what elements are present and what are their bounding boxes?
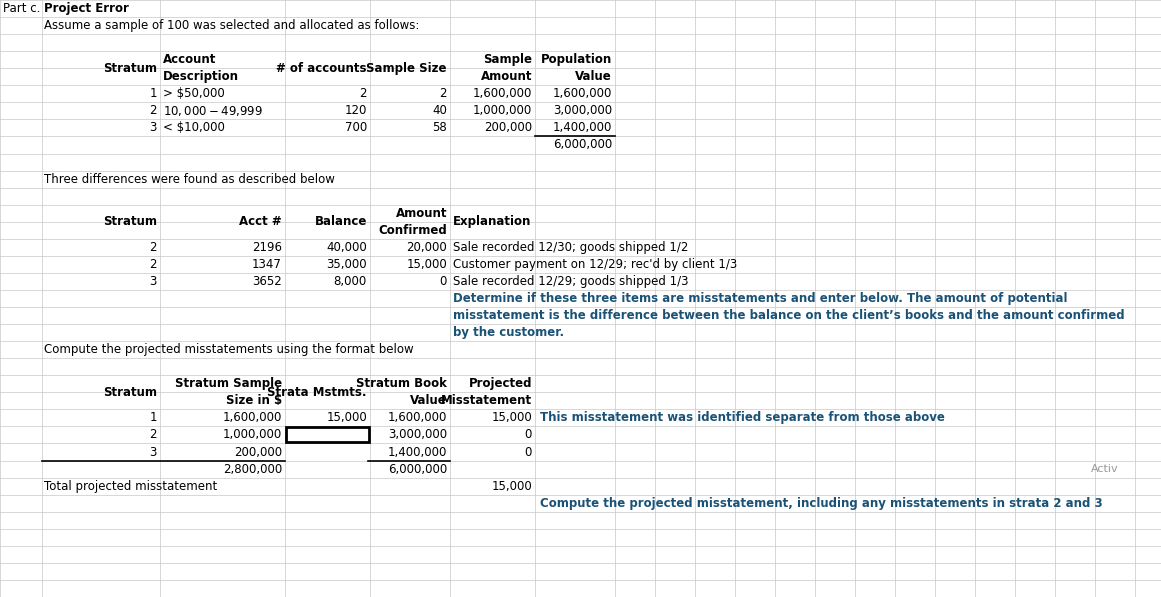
Text: 0: 0 [440, 275, 447, 288]
Text: Activ: Activ [1091, 464, 1119, 474]
Text: 1,600,000: 1,600,000 [553, 87, 612, 100]
Text: 200,000: 200,000 [484, 121, 532, 134]
Text: 2,800,000: 2,800,000 [223, 463, 282, 476]
Text: 2: 2 [440, 87, 447, 100]
Text: 0: 0 [525, 445, 532, 458]
Text: 3,000,000: 3,000,000 [553, 104, 612, 118]
Text: 15,000: 15,000 [491, 411, 532, 424]
Text: 8,000: 8,000 [333, 275, 367, 288]
Text: 3: 3 [150, 121, 157, 134]
Text: Part c.: Part c. [3, 2, 41, 15]
Text: 1: 1 [150, 411, 157, 424]
Text: # of accounts: # of accounts [276, 61, 367, 75]
Text: by the customer.: by the customer. [453, 326, 564, 339]
Text: 15,000: 15,000 [326, 411, 367, 424]
Text: Project Error: Project Error [44, 2, 129, 15]
Text: 3652: 3652 [252, 275, 282, 288]
Text: 1: 1 [150, 87, 157, 100]
Text: Stratum: Stratum [103, 386, 157, 399]
Text: misstatement is the difference between the balance on the client’s books and the: misstatement is the difference between t… [453, 309, 1125, 322]
Text: Size in $: Size in $ [226, 395, 282, 407]
Text: Explanation: Explanation [453, 216, 532, 228]
Text: 1,000,000: 1,000,000 [223, 429, 282, 441]
Text: 58: 58 [432, 121, 447, 134]
Text: Account: Account [163, 53, 216, 66]
Text: Sample Size: Sample Size [367, 61, 447, 75]
Text: 200,000: 200,000 [233, 445, 282, 458]
Text: 15,000: 15,000 [491, 479, 532, 493]
Text: Stratum: Stratum [103, 61, 157, 75]
Text: 2: 2 [150, 429, 157, 441]
Text: 1,600,000: 1,600,000 [473, 87, 532, 100]
Text: This misstatement was identified separate from those above: This misstatement was identified separat… [540, 411, 945, 424]
Text: 120: 120 [345, 104, 367, 118]
Text: 20,000: 20,000 [406, 241, 447, 254]
Text: Stratum Book: Stratum Book [356, 377, 447, 390]
Text: 6,000,000: 6,000,000 [388, 463, 447, 476]
Text: < $10,000: < $10,000 [163, 121, 225, 134]
Text: 3: 3 [150, 445, 157, 458]
Text: 15,000: 15,000 [406, 258, 447, 271]
Text: 2: 2 [150, 258, 157, 271]
Text: Stratum Sample: Stratum Sample [175, 377, 282, 390]
Text: 2196: 2196 [252, 241, 282, 254]
Text: 0: 0 [525, 429, 532, 441]
Text: Stratum: Stratum [103, 216, 157, 228]
Text: Amount: Amount [396, 207, 447, 220]
Text: Compute the projected misstatement, including any misstatements in strata 2 and : Compute the projected misstatement, incl… [540, 497, 1103, 510]
Text: Amount: Amount [481, 70, 532, 83]
Text: Sample: Sample [483, 53, 532, 66]
Text: 6,000,000: 6,000,000 [553, 139, 612, 152]
Text: 2: 2 [150, 241, 157, 254]
Text: Description: Description [163, 70, 239, 83]
Text: Misstatement: Misstatement [441, 395, 532, 407]
Text: 40: 40 [432, 104, 447, 118]
Text: 1,400,000: 1,400,000 [553, 121, 612, 134]
Text: Strata Mstmts.: Strata Mstmts. [267, 386, 367, 399]
Text: Confirmed: Confirmed [378, 224, 447, 237]
Text: 1,600,000: 1,600,000 [223, 411, 282, 424]
Text: 1347: 1347 [252, 258, 282, 271]
Text: $10,000 - $49,999: $10,000 - $49,999 [163, 104, 264, 118]
Text: > $50,000: > $50,000 [163, 87, 225, 100]
Text: Three differences were found as described below: Three differences were found as describe… [44, 173, 334, 186]
Text: Projected: Projected [469, 377, 532, 390]
Text: 2: 2 [360, 87, 367, 100]
Text: Population: Population [541, 53, 612, 66]
Text: Sale recorded 12/29; goods shipped 1/3: Sale recorded 12/29; goods shipped 1/3 [453, 275, 688, 288]
Text: 1,000,000: 1,000,000 [473, 104, 532, 118]
Text: Assume a sample of 100 was selected and allocated as follows:: Assume a sample of 100 was selected and … [44, 19, 419, 32]
Text: 35,000: 35,000 [326, 258, 367, 271]
Text: 2: 2 [150, 104, 157, 118]
Text: Acct #: Acct # [239, 216, 282, 228]
Text: Compute the projected misstatements using the format below: Compute the projected misstatements usin… [44, 343, 413, 356]
Text: 1,600,000: 1,600,000 [388, 411, 447, 424]
Text: Value: Value [575, 70, 612, 83]
Text: 40,000: 40,000 [326, 241, 367, 254]
Text: 1,400,000: 1,400,000 [388, 445, 447, 458]
Text: 3: 3 [150, 275, 157, 288]
Text: 700: 700 [345, 121, 367, 134]
Text: Balance: Balance [315, 216, 367, 228]
Text: Customer payment on 12/29; rec'd by client 1/3: Customer payment on 12/29; rec'd by clie… [453, 258, 737, 271]
Text: Sale recorded 12/30; goods shipped 1/2: Sale recorded 12/30; goods shipped 1/2 [453, 241, 688, 254]
Text: Value: Value [410, 395, 447, 407]
Text: Total projected misstatement: Total projected misstatement [44, 479, 217, 493]
Text: 3,000,000: 3,000,000 [388, 429, 447, 441]
Bar [286, 427, 369, 442]
Text: Determine if these three items are misstatements and enter below. The amount of : Determine if these three items are misst… [453, 292, 1067, 305]
